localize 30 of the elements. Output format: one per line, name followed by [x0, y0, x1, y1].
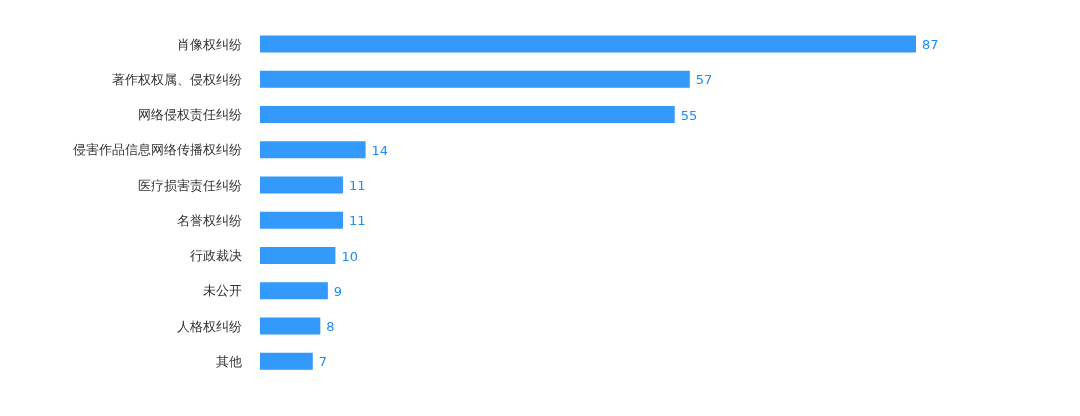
data-label: 9: [333, 283, 343, 299]
data-label: 55: [680, 107, 698, 123]
y-tick-label: 医疗损害责任纠纷: [138, 177, 242, 193]
bar: [260, 70, 690, 88]
y-tick-label: 未公开: [203, 283, 242, 299]
y-tick-label: 网络侵权责任纠纷: [138, 107, 242, 122]
bar: [260, 35, 916, 53]
bar: [260, 141, 366, 159]
y-tick-label: 其他: [216, 353, 242, 369]
data-label: 11: [348, 178, 366, 193]
data-label: 11: [348, 213, 366, 229]
y-tick-label: 肖像权纠纷: [177, 36, 242, 52]
bar: [260, 247, 336, 264]
bar: [260, 282, 328, 300]
data-label: 7: [318, 354, 328, 370]
data-label: 57: [695, 72, 713, 88]
data-label: 87: [922, 37, 939, 52]
data-label: 10: [341, 248, 358, 264]
bar: [260, 211, 343, 229]
data-label: 8: [326, 319, 335, 334]
y-tick-label: 著作权权属、侵权纠纷: [112, 71, 242, 87]
bar: [260, 352, 313, 370]
y-tick-label: 侵害作品信息网络传播权纠纷: [73, 142, 242, 158]
data-label: 14: [371, 142, 389, 158]
bar: [260, 317, 321, 335]
bar: [260, 176, 343, 194]
y-tick-label: 名誉权纠纷: [177, 212, 242, 228]
y-tick-label: 行政裁决: [190, 248, 242, 263]
y-tick-label: 人格权纠纷: [177, 318, 242, 334]
bar: [260, 106, 675, 123]
